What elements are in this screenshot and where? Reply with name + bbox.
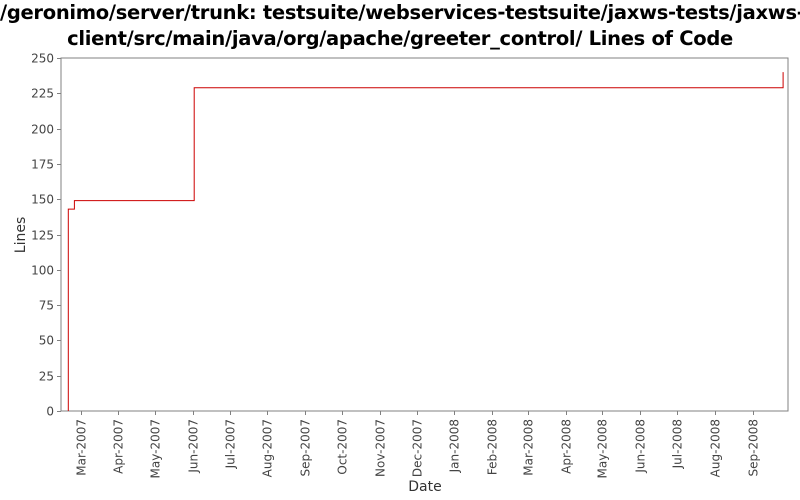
x-tick-label: Apr-2007	[112, 419, 126, 474]
x-tick-label: Jun-2007	[187, 419, 201, 474]
plot-area: 0 25 50 75 100 125 150 175 200 225 250 Mar-2007 Apr-…	[31, 52, 789, 478]
y-tick-label: 50	[39, 334, 54, 348]
x-tick-label: Mar-2008	[522, 419, 536, 476]
x-tick-label: Oct-2007	[336, 419, 350, 475]
x-tick-label: May-2008	[596, 419, 610, 478]
x-tick-label: Feb-2008	[486, 419, 500, 475]
plot-border	[60, 57, 789, 412]
y-tick-label: 0	[46, 405, 54, 419]
series-line	[67, 72, 784, 411]
x-axis-label: Date	[408, 479, 441, 495]
y-tick-label: 25	[39, 370, 54, 384]
x-tick-label: Nov-2007	[374, 419, 388, 477]
x-tick-label: Jun-2008	[634, 419, 648, 474]
x-tick-label: Jul-2008	[671, 419, 685, 469]
x-tick-label: Aug-2008	[709, 419, 723, 477]
x-tick-label: Dec-2007	[411, 419, 425, 477]
y-tick-label: 250	[31, 52, 54, 66]
x-tick-label: Apr-2008	[560, 419, 574, 474]
x-tick-label: Sep-2007	[299, 419, 313, 477]
y-tick-label: 75	[39, 299, 54, 313]
y-tick-label: 175	[31, 158, 54, 172]
y-axis-label: Lines	[13, 217, 29, 253]
y-tick-label: 200	[31, 123, 54, 137]
x-tick-label: May-2007	[149, 419, 163, 478]
y-tick-label: 150	[31, 193, 54, 207]
x-tick-label: Jan-2008	[448, 419, 462, 473]
chart-title: /geronimo/server/trunk: testsuite/webser…	[0, 0, 800, 52]
x-tick-label: Aug-2007	[261, 419, 275, 477]
x-tick-label: Mar-2007	[75, 419, 89, 476]
chart-title-line-2: client/src/main/java/org/apache/greeter_…	[67, 27, 733, 50]
x-tick-label: Jul-2007	[224, 419, 238, 469]
chart-title-line-1: /geronimo/server/trunk: testsuite/webser…	[0, 1, 800, 24]
y-tick-label: 100	[31, 264, 54, 278]
y-tick-label: 125	[31, 229, 54, 243]
x-tick-label: Sep-2008	[747, 419, 761, 477]
y-tick-label: 225	[31, 87, 54, 101]
